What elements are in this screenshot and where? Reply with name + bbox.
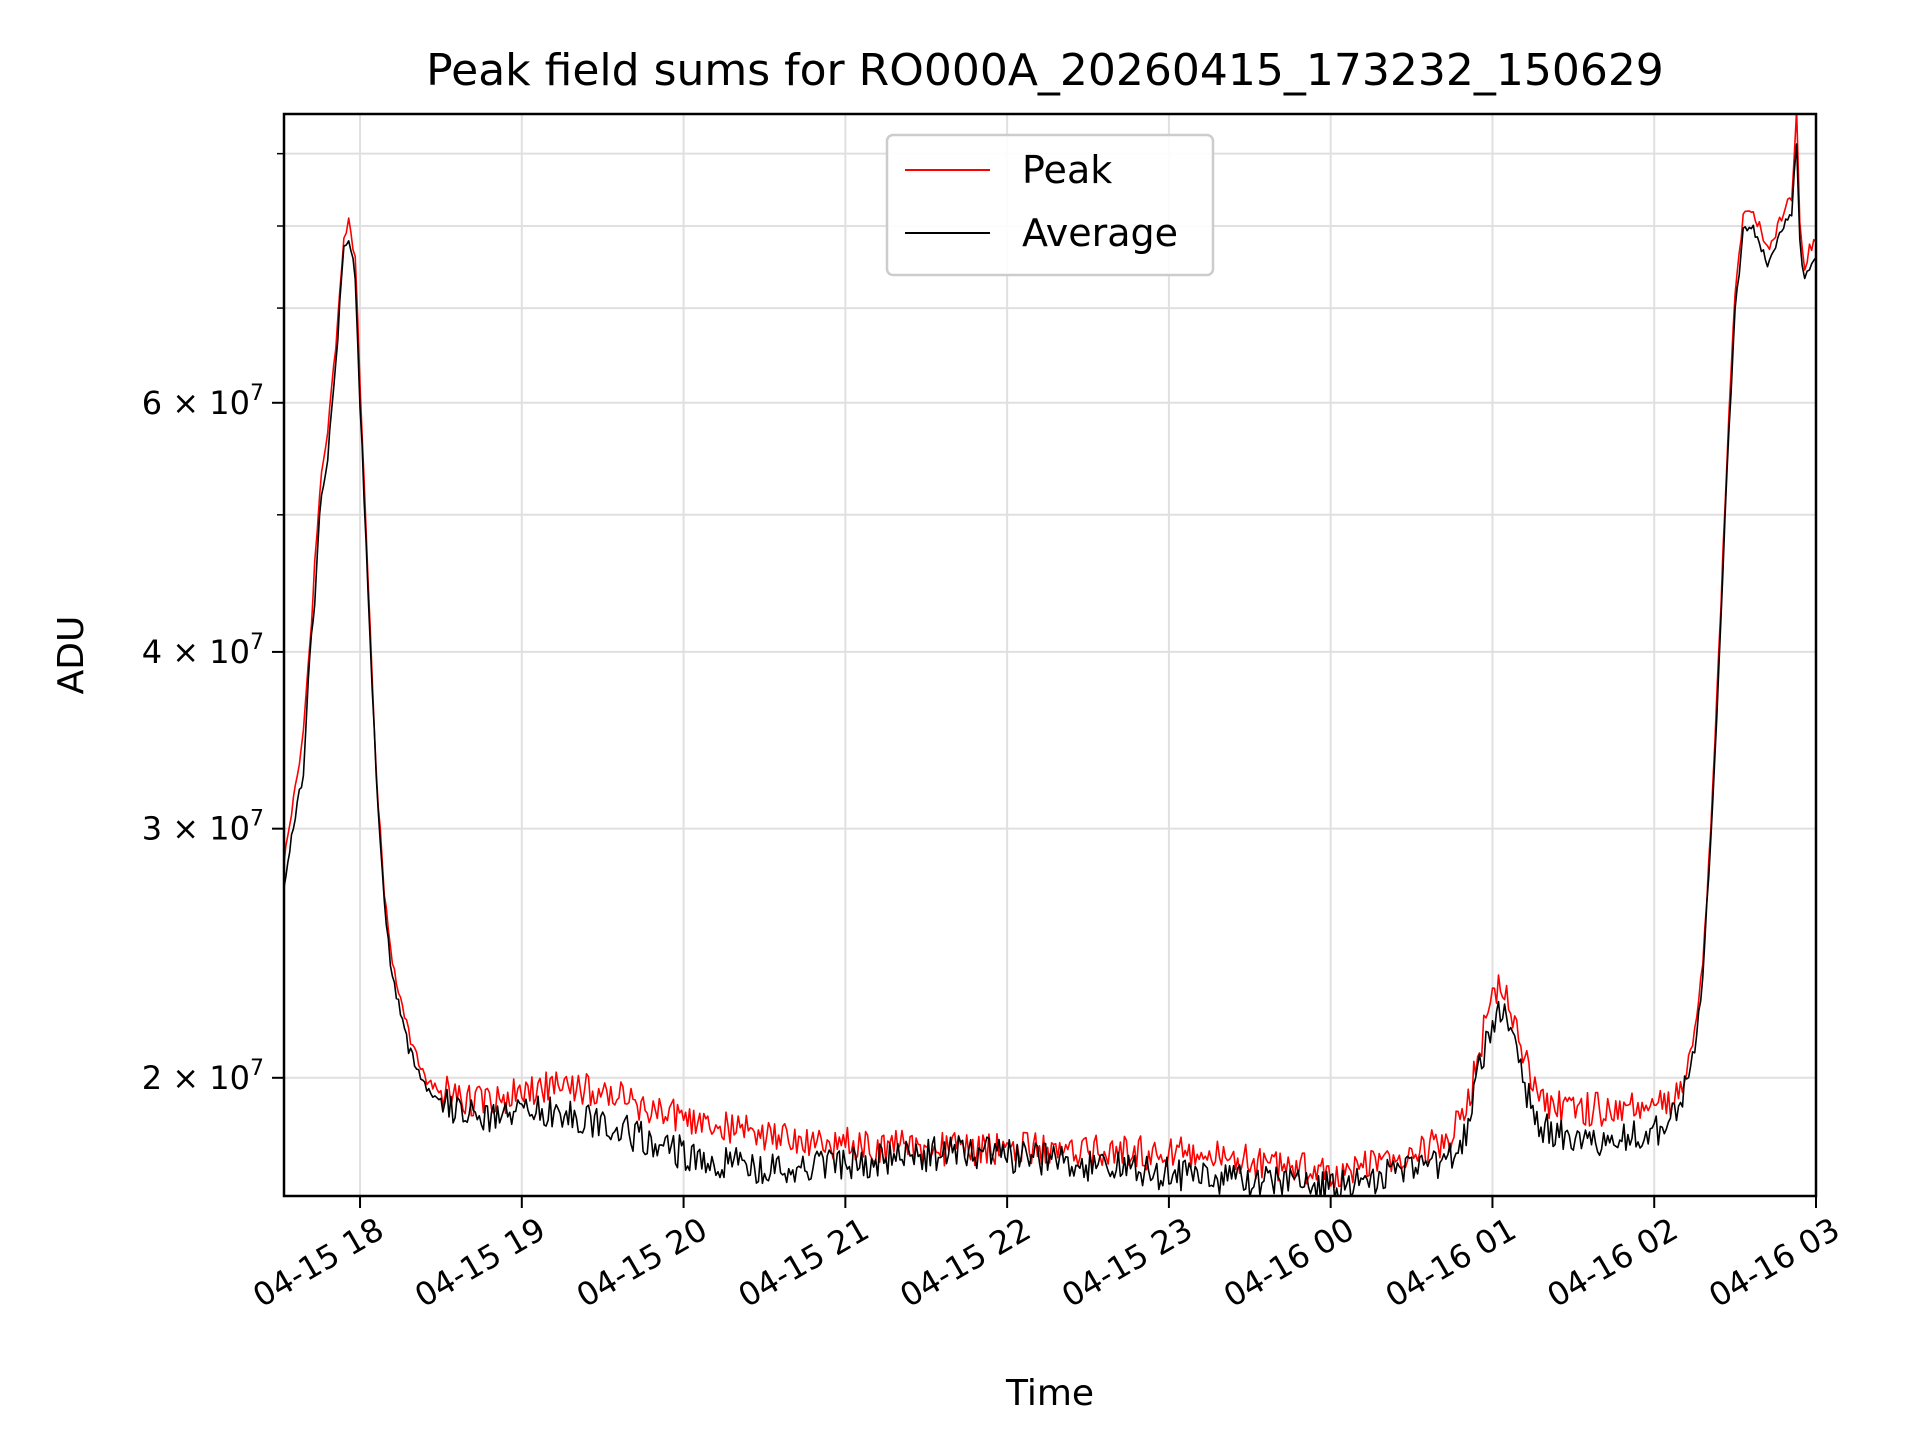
chart-title: Peak field sums for RO000A_20260415_1732… [426,45,1664,96]
legend: Peak Average [885,133,1215,277]
y-tick-label: 4 × 107 [142,630,264,671]
legend-label-average: Average [1022,211,1178,255]
legend-label-peak: Peak [1022,148,1112,192]
series-layer [284,114,1816,1196]
series-line-peak [284,114,1816,1189]
y-tick-label: 2 × 107 [142,1056,264,1097]
y-axis: 2 × 107 3 × 107 4 × 107 6 × 107 [142,152,284,1097]
x-axis-label: Time [1005,1373,1094,1414]
y-axis-label: ADU [51,616,92,695]
y-tick-label: 3 × 107 [142,807,264,848]
plot-frame [282,112,1818,1198]
y-tick-label: 6 × 107 [142,381,264,422]
series-line-average [284,143,1816,1196]
